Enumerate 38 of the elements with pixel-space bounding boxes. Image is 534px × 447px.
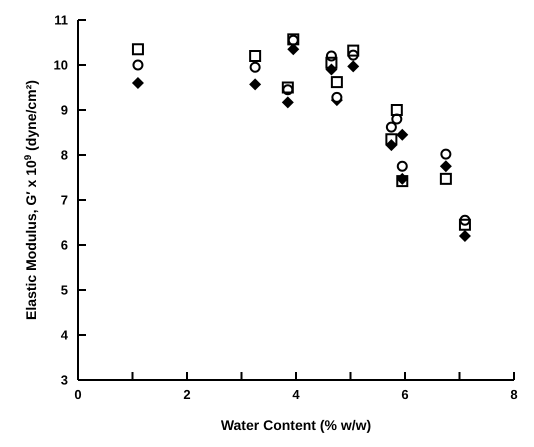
point bbox=[132, 43, 144, 56]
point bbox=[396, 175, 408, 188]
point bbox=[396, 160, 408, 172]
x-axis-title: Water Content (% w/w) bbox=[220, 417, 372, 433]
point bbox=[385, 133, 398, 146]
x-tick-label: 0 bbox=[74, 387, 82, 402]
y-tick-label: 3 bbox=[60, 372, 68, 388]
point bbox=[249, 78, 262, 90]
point bbox=[458, 218, 471, 231]
x-tick-label: 8 bbox=[510, 387, 518, 402]
point bbox=[250, 62, 261, 73]
point bbox=[440, 148, 452, 160]
point bbox=[440, 172, 452, 185]
y-tick-label: 8 bbox=[60, 148, 68, 163]
x-tick-label: 6 bbox=[401, 387, 409, 402]
point bbox=[325, 56, 338, 69]
x-tick-label: 4 bbox=[292, 387, 300, 402]
point bbox=[390, 104, 403, 116]
y-tick-label: 11 bbox=[54, 12, 68, 28]
y-tick-label: 4 bbox=[60, 328, 69, 343]
y-tick-label: 7 bbox=[60, 192, 68, 208]
point bbox=[282, 82, 294, 94]
point bbox=[132, 77, 144, 89]
point bbox=[282, 96, 294, 108]
point bbox=[347, 60, 360, 72]
point bbox=[440, 160, 452, 172]
point bbox=[132, 60, 144, 70]
point bbox=[347, 44, 360, 57]
point bbox=[386, 122, 397, 133]
point bbox=[396, 128, 408, 141]
point bbox=[249, 50, 262, 62]
point bbox=[330, 76, 343, 88]
point bbox=[458, 230, 471, 242]
x-tick-label: 2 bbox=[183, 387, 191, 402]
y-tick-label: 5 bbox=[60, 282, 68, 298]
y-tick-label: 9 bbox=[60, 102, 68, 118]
y-tick-label: 6 bbox=[60, 238, 68, 253]
y-tick-label: 10 bbox=[54, 58, 68, 73]
